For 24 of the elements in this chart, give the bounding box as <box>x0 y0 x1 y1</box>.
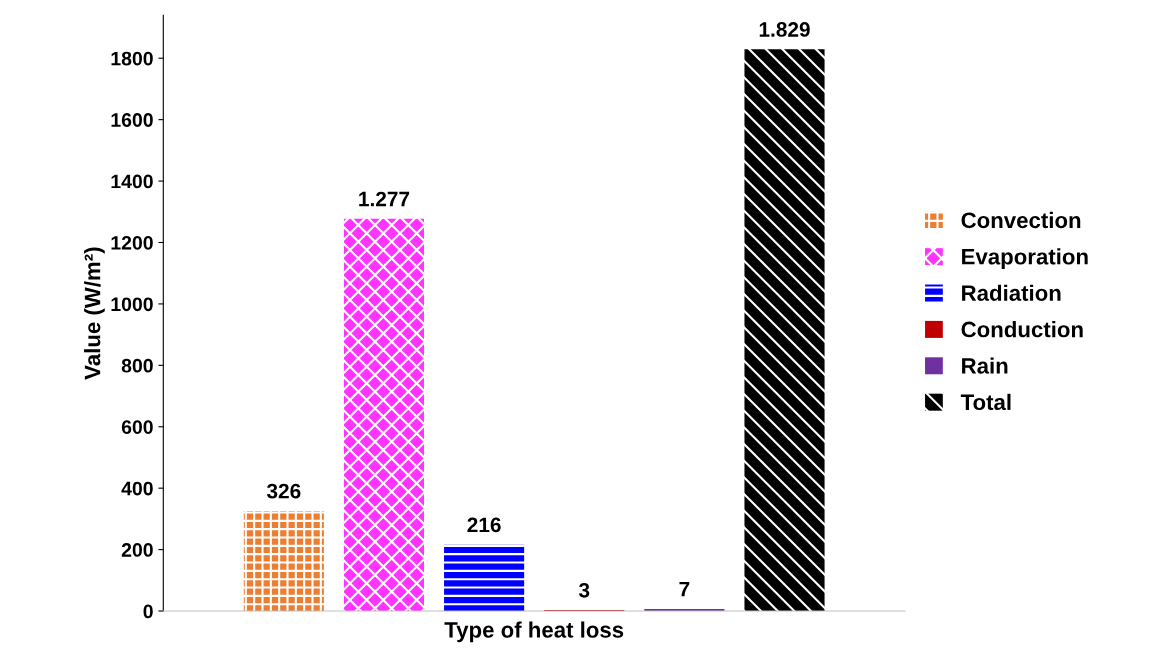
y-tick-label: 1800 <box>111 51 153 66</box>
data-label: 3 <box>578 582 590 598</box>
legend-label: Rain <box>962 357 1008 374</box>
data-label: 7 <box>679 581 690 597</box>
y-tick-label: 1200 <box>111 235 153 250</box>
y-tick-label: 1000 <box>111 297 153 312</box>
data-label: 1.829 <box>759 22 810 37</box>
data-label: 326 <box>266 483 301 499</box>
y-tick-label: 600 <box>121 420 153 434</box>
legend-label: Total <box>960 393 1011 411</box>
legend-label: Convection <box>961 211 1081 229</box>
y-tick-label: 1400 <box>111 174 153 189</box>
y-axis-title: Value (W/m²) <box>84 247 105 380</box>
y-tick-label: 400 <box>121 481 153 496</box>
y-tick-label: 0 <box>143 604 153 619</box>
y-tick-label: 800 <box>121 358 153 373</box>
y-tick-label: 200 <box>121 543 153 557</box>
legend-label: Evaporation <box>962 248 1088 269</box>
data-label: 1.277 <box>359 191 410 207</box>
y-tick-label: 1600 <box>111 113 153 127</box>
legend-label: Conduction <box>961 321 1083 338</box>
legend-label: Radiation <box>962 284 1061 301</box>
data-label: 216 <box>467 517 501 533</box>
x-axis-title: Type of heat loss <box>444 621 624 643</box>
